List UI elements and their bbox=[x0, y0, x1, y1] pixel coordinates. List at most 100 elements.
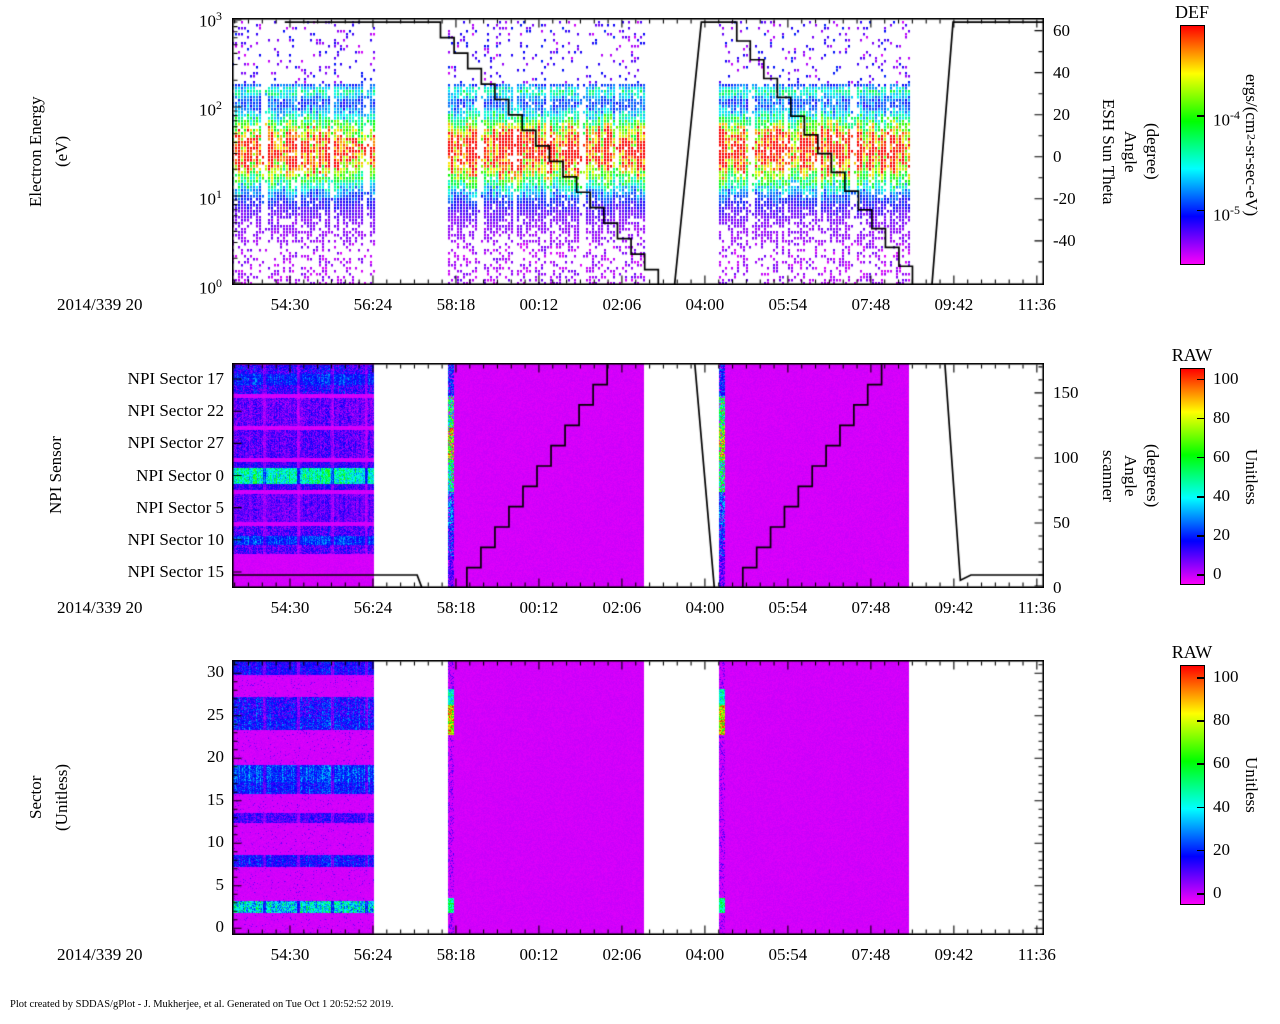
right-axis-title: ESH Sun Theta bbox=[1099, 98, 1118, 205]
x-tick-label: 02:06 bbox=[602, 945, 642, 964]
colorbar-tick bbox=[1197, 496, 1204, 498]
x-tick-label: 09:42 bbox=[934, 295, 974, 314]
colorbar-tick bbox=[1197, 378, 1204, 381]
x-tick-label: 05:54 bbox=[768, 295, 808, 314]
y-tick-label: 101 bbox=[199, 187, 222, 209]
colorbar-units-label: Unitless bbox=[1242, 757, 1261, 813]
colorbar-tick-label: 60 bbox=[1213, 446, 1230, 466]
right-tick-label: 0 bbox=[1053, 146, 1062, 166]
colorbar-tick-label: 40 bbox=[1213, 486, 1230, 506]
y-tick-label: 100 bbox=[199, 276, 222, 298]
x-tick-label: 00:12 bbox=[519, 598, 559, 617]
colorbar-tick-label: 0 bbox=[1213, 883, 1222, 902]
colorbar-tick bbox=[1197, 893, 1204, 895]
x-tick-label: 11:36 bbox=[1017, 598, 1056, 617]
colorbar-title: DEF bbox=[1174, 2, 1209, 22]
x-tick-label: 58:18 bbox=[436, 945, 476, 964]
x-axis-date-label: 2014/339 20 bbox=[57, 945, 143, 964]
colorbar-tick-label: 20 bbox=[1213, 525, 1230, 545]
colorbar-tick bbox=[1197, 115, 1204, 117]
x-tick-label: 04:00 bbox=[685, 945, 725, 964]
y-tick-label: 15 bbox=[207, 789, 224, 809]
right-tick-label: 50 bbox=[1053, 512, 1070, 532]
x-tick-label: 54:30 bbox=[270, 295, 310, 314]
y-tick-label: 0 bbox=[215, 917, 225, 937]
right-tick-label: 40 bbox=[1053, 62, 1070, 82]
colorbar-tick bbox=[1197, 720, 1204, 722]
colorbar-title: RAW bbox=[1171, 345, 1213, 365]
y-tick-label: NPI Sector 22 bbox=[127, 401, 224, 421]
y-tick-label: NPI Sector 10 bbox=[127, 529, 224, 549]
colorbar-tick bbox=[1197, 456, 1204, 459]
y-axis-title: NPI Sensor bbox=[46, 436, 65, 515]
x-tick-label: 11:36 bbox=[1017, 295, 1056, 314]
right-tick-label: 150 bbox=[1053, 382, 1079, 402]
y-axis-title: Sector bbox=[26, 775, 45, 820]
npi-sensor-heatmap-canvas bbox=[232, 363, 1044, 588]
y-tick-label: 10 bbox=[207, 832, 224, 852]
colorbar-tick-label: 10-5 bbox=[1213, 202, 1240, 225]
right-tick-label: 60 bbox=[1053, 20, 1070, 40]
x-tick-label: 54:30 bbox=[270, 945, 310, 964]
x-tick-label: 00:12 bbox=[519, 295, 559, 314]
colorbar-tick-label: 60 bbox=[1213, 753, 1230, 773]
colorbar-tick bbox=[1197, 209, 1204, 212]
colorbar-tick-label: 10-4 bbox=[1213, 108, 1240, 130]
x-tick-label: 54:30 bbox=[270, 598, 310, 617]
x-tick-label: 04:00 bbox=[685, 598, 725, 617]
footer-credit: Plot created by SDDAS/gPlot - J. Mukherj… bbox=[10, 999, 394, 1010]
y-tick-label: 102 bbox=[199, 98, 222, 120]
colorbar-tick-label: 80 bbox=[1213, 407, 1230, 427]
y-tick-label: 20 bbox=[207, 747, 224, 767]
x-tick-label: 07:48 bbox=[851, 598, 891, 617]
x-tick-label: 02:06 bbox=[602, 295, 642, 314]
y-tick-label: 25 bbox=[207, 704, 224, 724]
x-tick-label: 04:00 bbox=[685, 295, 725, 314]
right-tick-label: -40 bbox=[1053, 230, 1076, 250]
x-tick-label: 09:42 bbox=[934, 598, 974, 617]
x-axis-date-label: 2014/339 20 bbox=[57, 598, 143, 617]
colorbar-tick bbox=[1197, 849, 1204, 852]
colorbar-gradient bbox=[1180, 665, 1205, 905]
y-tick-label: NPI Sector 0 bbox=[136, 465, 224, 485]
y-axis-title: (Unitless) bbox=[52, 763, 71, 832]
y-tick-label: NPI Sector 17 bbox=[127, 369, 224, 389]
colorbar-tick bbox=[1197, 417, 1204, 420]
y-tick-label: 5 bbox=[215, 874, 225, 894]
right-tick-label: 0 bbox=[1053, 578, 1062, 597]
right-axis-title: scanner bbox=[1099, 449, 1118, 502]
right-tick-label: 100 bbox=[1053, 447, 1079, 467]
x-tick-label: 56:24 bbox=[353, 598, 393, 617]
right-axis-title: Angle bbox=[1121, 454, 1140, 497]
y-tick-label: 30 bbox=[207, 662, 224, 682]
x-tick-label: 07:48 bbox=[851, 295, 891, 314]
x-tick-label: 05:54 bbox=[768, 598, 808, 617]
colorbar-tick bbox=[1197, 677, 1204, 679]
x-tick-label: 02:06 bbox=[602, 598, 642, 617]
x-tick-label: 58:18 bbox=[436, 295, 476, 314]
x-tick-label: 07:48 bbox=[851, 945, 891, 964]
y-tick-label: NPI Sector 5 bbox=[136, 497, 224, 517]
y-axis-title: Electron Energy bbox=[26, 96, 45, 207]
y-tick-label: NPI Sector 15 bbox=[127, 561, 224, 581]
colorbar-tick bbox=[1197, 535, 1204, 537]
x-tick-label: 58:18 bbox=[436, 598, 476, 617]
colorbar-gradient bbox=[1180, 368, 1205, 585]
colorbar-tick-label: 100 bbox=[1213, 667, 1239, 686]
y-tick-label: 103 bbox=[199, 9, 222, 31]
right-axis-title: Angle bbox=[1121, 130, 1140, 173]
colorbar-tick-label: 80 bbox=[1213, 710, 1230, 730]
electron-energy-spectrogram-canvas bbox=[232, 18, 1044, 285]
x-tick-label: 05:54 bbox=[768, 945, 808, 964]
colorbar-title: RAW bbox=[1171, 642, 1213, 662]
right-tick-label: 20 bbox=[1053, 104, 1070, 124]
x-tick-label: 11:36 bbox=[1017, 945, 1056, 964]
colorbar-units-label: Unitless bbox=[1242, 448, 1261, 505]
colorbar-tick-label: 0 bbox=[1213, 564, 1222, 584]
x-tick-label: 00:12 bbox=[519, 945, 559, 964]
right-tick-label: -20 bbox=[1053, 188, 1076, 208]
x-tick-label: 56:24 bbox=[353, 945, 393, 964]
sector-heatmap-canvas bbox=[232, 660, 1044, 935]
colorbar-tick bbox=[1197, 763, 1204, 765]
right-axis-title: (degree) bbox=[1143, 123, 1162, 180]
